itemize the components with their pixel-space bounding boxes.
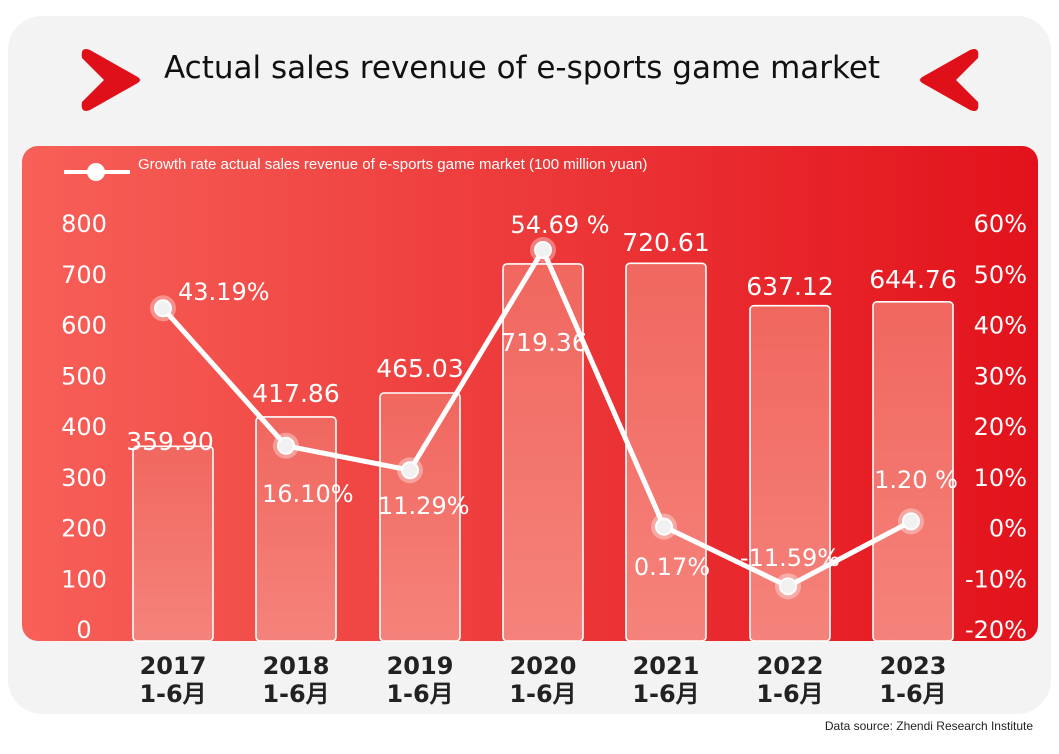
legend-label: Growth rate actual sales revenue of e-sp… — [138, 156, 647, 173]
y-left-tick-label: 600 — [61, 312, 107, 340]
bar — [749, 304, 831, 642]
bar-value-label: 465.03 — [376, 354, 463, 383]
bar — [379, 392, 461, 642]
y-left-tick-label: 400 — [61, 413, 107, 441]
growth-rate-label: 1.20 % — [874, 466, 958, 494]
y-left-tick-label: 100 — [61, 565, 107, 593]
y-right-tick-label: 30% — [974, 362, 1027, 390]
x-tick-label: 2017 1-6月 — [139, 652, 206, 708]
growth-rate-label: 16.10% — [262, 480, 354, 508]
bar-value-label: 719.36 — [500, 328, 587, 357]
bar-value-label: 359.90 — [126, 427, 213, 456]
y-left-tick-label: 0 — [76, 616, 91, 644]
y-right-tick-label: 20% — [974, 413, 1027, 441]
x-tick-label: 2021 1-6月 — [632, 652, 699, 708]
line-point — [277, 436, 295, 455]
growth-rate-label: 54.69 % — [510, 211, 609, 239]
y-left-tick-label: 800 — [61, 210, 107, 238]
bar-value-label: 720.61 — [622, 228, 709, 257]
chart-title: Actual sales revenue of e-sports game ma… — [164, 50, 881, 86]
y-right-tick-label: 0% — [989, 515, 1027, 543]
x-tick-label: 2018 1-6月 — [262, 652, 329, 708]
bar-value-label: 637.12 — [746, 272, 833, 301]
growth-rate-label: -11.59% — [740, 544, 840, 572]
chevron-right-icon — [81, 49, 140, 111]
y-left-tick-label: 300 — [61, 464, 107, 492]
line-point — [779, 577, 797, 596]
line-point — [534, 240, 552, 259]
chevron-left-icon — [920, 49, 979, 111]
y-left-tick-label: 200 — [61, 515, 107, 543]
growth-rate-label: 11.29% — [378, 492, 470, 520]
bar — [625, 262, 707, 642]
y-right-tick-label: 60% — [974, 210, 1027, 238]
line-point — [902, 512, 920, 531]
bar-value-label: 417.86 — [252, 379, 339, 408]
x-tick-label: 2023 1-6月 — [879, 652, 946, 708]
y-left-tick-label: 700 — [61, 261, 107, 289]
line-point — [401, 461, 419, 480]
y-right-tick-label: 40% — [974, 312, 1027, 340]
bar — [502, 263, 584, 642]
bar — [872, 300, 954, 642]
y-right-tick-label: -20% — [965, 616, 1027, 644]
bar — [132, 445, 214, 642]
growth-rate-label: 43.19% — [178, 278, 270, 306]
legend-marker — [87, 163, 105, 181]
data-source: Data source: Zhendi Research Institute — [824, 719, 1033, 733]
y-right-tick-label: 50% — [974, 261, 1027, 289]
growth-rate-label: 0.17% — [634, 553, 710, 581]
y-left-tick-label: 500 — [61, 362, 107, 390]
y-right-tick-label: 10% — [974, 464, 1027, 492]
line-point — [154, 299, 172, 318]
bar-value-label: 644.76 — [869, 265, 956, 294]
y-right-tick-label: -10% — [965, 565, 1027, 593]
x-tick-label: 2020 1-6月 — [509, 652, 576, 708]
x-tick-label: 2019 1-6月 — [386, 652, 453, 708]
x-tick-label: 2022 1-6月 — [756, 652, 823, 708]
bar — [255, 416, 337, 642]
line-point — [655, 517, 673, 536]
